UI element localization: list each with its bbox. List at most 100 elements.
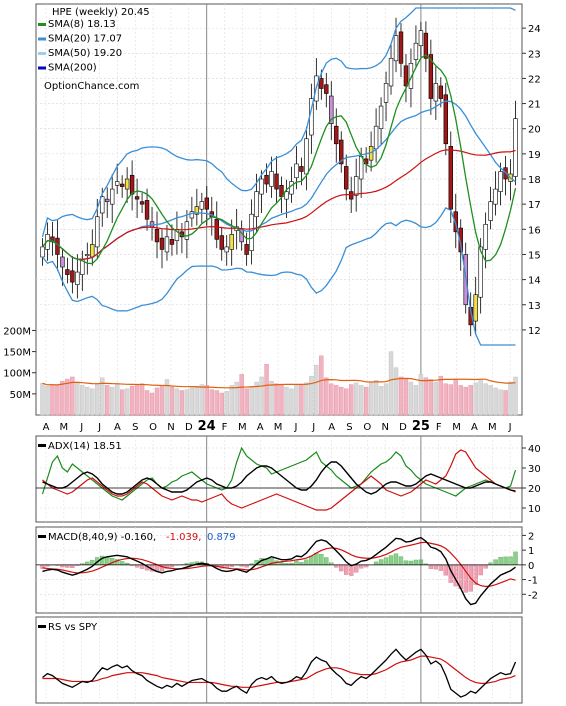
candle-body: [513, 118, 518, 177]
macd-histogram-bar: [339, 564, 344, 572]
volume-bar: [353, 382, 359, 416]
price-grid: [36, 4, 522, 415]
candle-body: [478, 246, 483, 298]
candle-body: [169, 239, 175, 245]
volume-bar: [448, 384, 453, 416]
candle-body: [60, 256, 65, 268]
macd-histogram-bar: [443, 564, 448, 576]
panel-tick-label: -2: [528, 590, 538, 601]
candle-body: [229, 234, 234, 250]
volume-bar: [498, 389, 503, 416]
volume-bar: [105, 385, 110, 416]
legend-label: SMA(8) 18.13: [48, 19, 116, 30]
watermark: OptionChance.com: [44, 81, 139, 92]
legend-swatch: [38, 52, 46, 55]
candle-body: [124, 178, 130, 190]
chart-title: HPE (weekly) 20.45: [52, 7, 150, 18]
macd-histogram-bar: [70, 564, 75, 568]
chart-legend: HPE (weekly) 20.45 SMA(8) 18.13 SMA(20) 1…: [38, 7, 150, 92]
candle-body: [324, 84, 329, 94]
price-tick-label: 18: [528, 175, 541, 186]
candle-body: [194, 206, 200, 215]
volume-bar: [219, 392, 224, 416]
macd-label: MACD(8,40,9) -0.160,: [48, 532, 156, 543]
volume-bar: [388, 351, 394, 416]
macd-histogram-bar: [314, 552, 319, 566]
volume-bar: [453, 379, 458, 416]
minus-di-line: [42, 449, 516, 511]
macd-histogram-bar: [403, 560, 409, 566]
sma50-line: [42, 149, 516, 260]
macd-histogram-bar: [383, 557, 389, 566]
rs-panel-frame: [35, 616, 523, 704]
candle-body: [339, 139, 344, 165]
volume-bar: [289, 388, 294, 416]
macd-histogram-bar: [85, 561, 90, 566]
volume-bar: [264, 364, 269, 416]
month-label: F: [436, 422, 442, 433]
candle-body: [249, 213, 254, 251]
volume-bar: [119, 389, 125, 416]
volume-tick-label: 200M: [3, 326, 31, 337]
price-tick-label: 24: [528, 24, 541, 35]
volume-bar: [418, 374, 424, 416]
volume-bar: [169, 386, 175, 416]
volume-bar: [309, 375, 314, 416]
candle-body: [149, 221, 155, 228]
candle-body: [289, 181, 294, 195]
macd-histogram-bar: [353, 564, 359, 573]
volume-bar: [194, 386, 200, 416]
volume-bar: [189, 387, 195, 416]
month-label: A: [43, 422, 50, 433]
candle-body: [319, 78, 324, 89]
candle-body: [488, 201, 493, 221]
volume-bar: [179, 390, 185, 416]
candle-body: [294, 163, 299, 179]
volume-bar: [70, 376, 75, 416]
candle-body: [259, 178, 264, 195]
volume-bar: [398, 376, 404, 416]
volume-bar: [234, 381, 239, 416]
volume-bar: [433, 381, 439, 416]
candle-body: [393, 35, 399, 62]
price-tick-label: 21: [528, 100, 541, 111]
volume-bar: [100, 377, 105, 416]
candle-body: [373, 125, 379, 150]
legend-swatch: [38, 66, 46, 70]
volume-tick-label: 150M: [3, 348, 31, 359]
month-label: 24: [198, 419, 216, 434]
month-label: J: [97, 422, 101, 433]
macd-histogram-bar: [398, 556, 404, 566]
volume-bar: [493, 387, 498, 416]
macd-histogram-bar: [90, 559, 95, 566]
volume-bar: [403, 378, 409, 416]
volume-bar: [204, 385, 209, 416]
price-tick-label: 13: [528, 301, 541, 312]
macd-histogram-bar: [503, 556, 508, 566]
macd-value-blue: 0.879: [207, 532, 236, 543]
volume-bar: [40, 383, 45, 416]
candle-body: [184, 221, 190, 240]
month-label: N: [381, 422, 388, 433]
volume-bar: [508, 381, 513, 416]
macd-histogram-bar: [513, 551, 518, 566]
volume-bar: [334, 385, 339, 416]
candle-body: [70, 270, 75, 283]
panel-tick-label: -1: [528, 576, 538, 587]
month-label: O: [363, 422, 371, 433]
macd-histogram-bar: [508, 556, 513, 566]
candle-body: [388, 57, 394, 87]
candle-body: [65, 269, 70, 275]
volume-bar: [438, 375, 444, 416]
price-tick-label: 23: [528, 49, 541, 60]
macd-label-swatch: [38, 535, 46, 538]
volume-bar: [239, 374, 244, 416]
candle-body: [448, 146, 453, 210]
candle-body: [274, 173, 279, 190]
volume-bar: [299, 385, 304, 416]
month-label: J: [293, 422, 297, 433]
volume-bar: [269, 380, 274, 416]
panel-tick-label: 0: [528, 561, 534, 572]
candle-body: [199, 201, 205, 210]
volume-bars: [40, 351, 518, 416]
